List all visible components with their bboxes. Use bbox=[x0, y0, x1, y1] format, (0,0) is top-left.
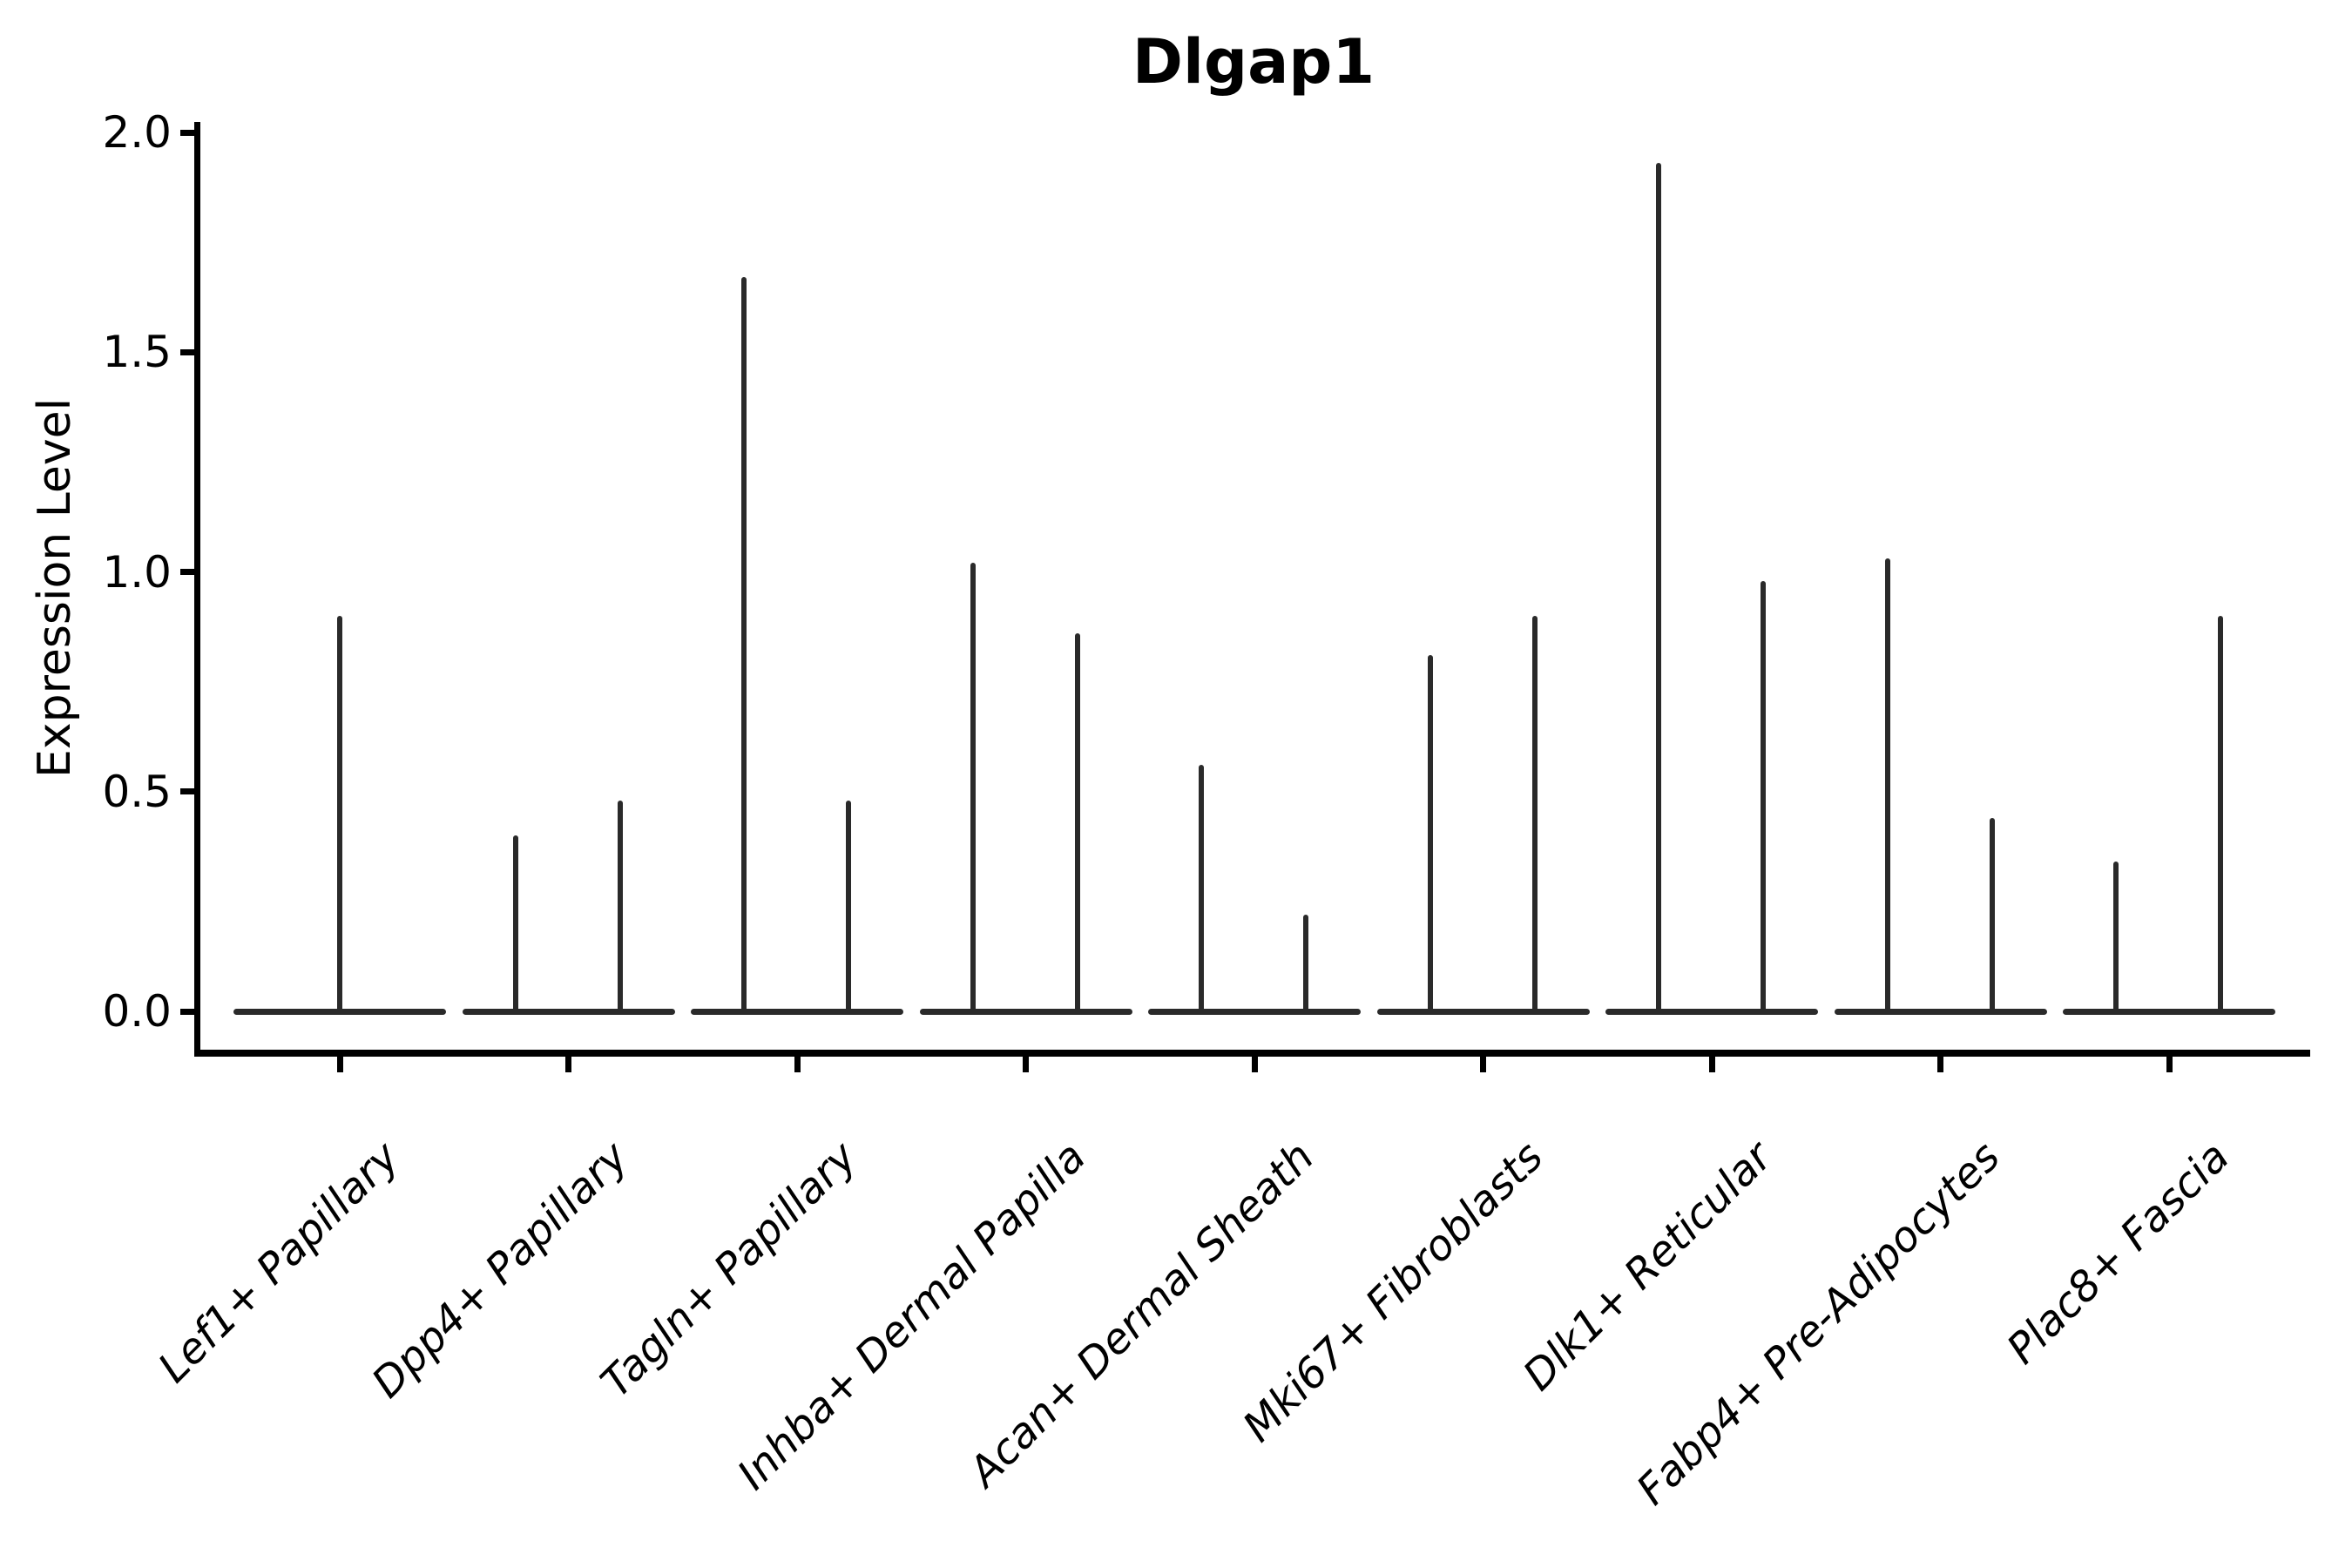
x-tick-mark bbox=[2166, 1057, 2173, 1072]
violin-spike bbox=[1074, 633, 1080, 1011]
violin-spike bbox=[1427, 655, 1433, 1011]
x-tick-label: Plac8+ Fascia bbox=[1997, 1132, 2239, 1374]
violin-baseline bbox=[1834, 1008, 2047, 1015]
violin-baseline bbox=[1148, 1008, 1361, 1015]
chart-title: Dlgap1 bbox=[1132, 26, 1375, 98]
violin-spike bbox=[970, 563, 976, 1011]
violin-spike bbox=[2218, 615, 2223, 1011]
y-tick-mark bbox=[180, 569, 194, 575]
violin-spike bbox=[1199, 765, 1204, 1011]
violin-baseline bbox=[691, 1008, 903, 1015]
violin-baseline bbox=[919, 1008, 1132, 1015]
x-tick-label: Fabp4+ Pre-Adipocytes bbox=[1627, 1132, 2011, 1515]
x-axis-line bbox=[194, 1050, 2310, 1057]
violin-spike bbox=[846, 800, 851, 1011]
violin-spike bbox=[741, 277, 747, 1011]
violin-baseline bbox=[1376, 1008, 1590, 1015]
violin-spike bbox=[617, 800, 623, 1011]
y-tick-mark bbox=[180, 788, 194, 795]
x-tick-label: Dlk1+ Reticular bbox=[1513, 1132, 1781, 1401]
violin-baseline bbox=[233, 1008, 446, 1015]
y-tick-mark bbox=[180, 348, 194, 355]
violin-spike bbox=[2113, 862, 2119, 1011]
y-tick-mark bbox=[180, 129, 194, 136]
violin-spike bbox=[337, 615, 342, 1011]
x-tick-mark bbox=[1251, 1057, 1258, 1072]
y-axis-spine bbox=[194, 122, 200, 1057]
x-tick-mark bbox=[794, 1057, 801, 1072]
y-tick-label: 2.0 bbox=[102, 107, 172, 158]
y-tick-label: 0.5 bbox=[102, 766, 172, 817]
violin-spike bbox=[1303, 915, 1308, 1011]
violin-baseline bbox=[1605, 1008, 1818, 1015]
x-tick-mark bbox=[1937, 1057, 1943, 1072]
x-tick-mark bbox=[336, 1057, 343, 1072]
violin-spike bbox=[1989, 818, 1995, 1011]
y-tick-label: 1.5 bbox=[102, 327, 172, 378]
violin-spike bbox=[512, 835, 518, 1011]
x-tick-mark bbox=[1023, 1057, 1029, 1072]
x-tick-mark bbox=[565, 1057, 571, 1072]
y-tick-label: 0.0 bbox=[102, 986, 172, 1037]
y-tick-label: 1.0 bbox=[102, 546, 172, 598]
y-tick-mark bbox=[180, 1008, 194, 1015]
x-tick-label: Lef1+ Papillary bbox=[149, 1132, 409, 1393]
violin-spike bbox=[1656, 163, 1661, 1011]
violin-baseline bbox=[2063, 1008, 2275, 1015]
violin-spike bbox=[1531, 615, 1538, 1011]
x-tick-mark bbox=[1708, 1057, 1715, 1072]
x-tick-label: Tagln+ Papillary bbox=[591, 1132, 867, 1408]
violin-baseline bbox=[462, 1008, 675, 1015]
violin-spike bbox=[1761, 580, 1766, 1011]
x-tick-mark bbox=[1480, 1057, 1486, 1072]
violin-spike bbox=[1884, 558, 1890, 1011]
